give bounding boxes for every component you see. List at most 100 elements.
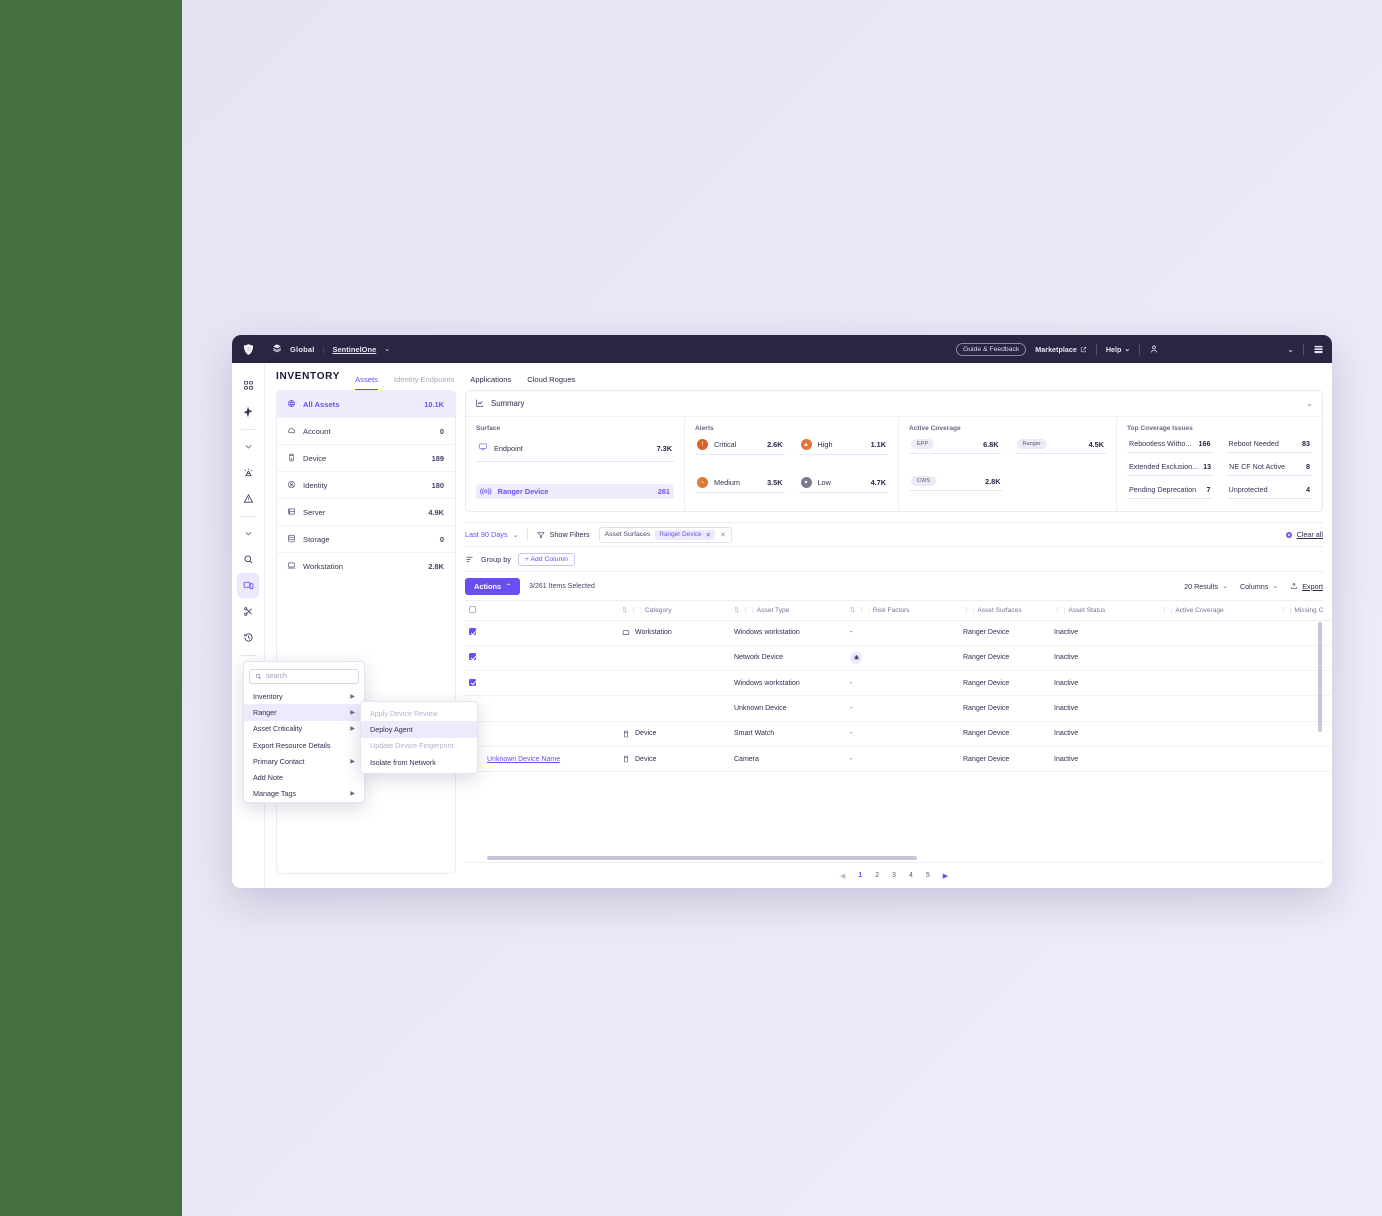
collapse-chevron-down-icon[interactable]: ⌄	[1306, 399, 1313, 408]
issue-item[interactable]: Rebootless Witho... 166	[1127, 439, 1213, 453]
export-button[interactable]: Export	[1290, 582, 1323, 591]
table-row[interactable]: Unknown Device - Ranger Device Inactive	[465, 695, 1331, 722]
table-row[interactable]: Device Smart Watch - Ranger Device Inact…	[465, 721, 1331, 747]
remove-filter-icon[interactable]: ✕	[719, 531, 726, 539]
table-row[interactable]: Workstation Windows workstation - Ranger…	[465, 620, 1331, 646]
sidebar-item-storage[interactable]: Storage 0	[277, 526, 455, 553]
cell-name[interactable]: Unknown Device Name	[483, 746, 618, 773]
overflow-chevron-down-icon[interactable]: ⌄	[1287, 344, 1294, 354]
help-menu[interactable]: Help ⌄	[1106, 345, 1130, 354]
clear-all-button[interactable]: Clear all	[1285, 530, 1323, 539]
tab-assets[interactable]: Assets	[355, 375, 378, 390]
menu-item-inventory[interactable]: Inventory ▶	[244, 688, 364, 704]
issue-item[interactable]: Unprotected 4	[1226, 485, 1312, 499]
row-checkbox[interactable]	[469, 678, 476, 686]
col-category[interactable]: ⇅ ⋮ | Category	[618, 601, 730, 621]
submenu-item-deploy-agent[interactable]: Deploy Agent	[361, 721, 477, 738]
page-3-button[interactable]: 3	[892, 872, 896, 879]
alarm-icon[interactable]	[237, 460, 259, 485]
stat-ranger-device[interactable]: ((o)) Ranger Device 261	[476, 484, 674, 499]
menu-item-ranger[interactable]: Ranger ▶	[244, 704, 364, 721]
filter-tag-value[interactable]: Ranger Device ✕	[655, 529, 715, 540]
scissors-icon[interactable]	[237, 599, 259, 624]
coverage-ranger[interactable]: Ranger 4.5K	[1014, 439, 1106, 454]
singularity-icon[interactable]	[237, 399, 259, 424]
sidebar-item-inventory[interactable]	[237, 573, 259, 598]
summary-header[interactable]: Summary ⌄	[466, 391, 1322, 417]
menu-item-export-resource-details[interactable]: Export Resource Details	[244, 737, 364, 753]
chevron-down-icon[interactable]	[237, 434, 259, 459]
grid-apps-icon[interactable]	[1313, 344, 1324, 355]
columns-button[interactable]: Columns ⌄	[1240, 582, 1278, 591]
page-4-button[interactable]: 4	[908, 872, 913, 879]
table-row[interactable]: Network Device Ranger Device Inactive	[465, 645, 1331, 672]
asset-name-link[interactable]: Unknown Device Name	[487, 755, 561, 763]
sentinelone-logo-icon[interactable]	[232, 335, 265, 363]
user-icon[interactable]	[1149, 344, 1159, 354]
marketplace-link[interactable]: Marketplace	[1035, 345, 1087, 354]
table-vertical-scrollbar[interactable]	[1318, 622, 1322, 732]
menu-item-add-note[interactable]: Add Note	[244, 769, 364, 785]
next-page-button[interactable]: ▶	[942, 872, 949, 880]
dashboard-icon[interactable]	[237, 373, 259, 398]
row-checkbox-cell[interactable]	[465, 620, 483, 646]
select-all-checkbox[interactable]	[469, 605, 476, 613]
col-asset-status[interactable]: ⋮ | Asset Status	[1050, 601, 1157, 621]
chevron-down-icon[interactable]	[237, 521, 259, 546]
row-checkbox[interactable]	[469, 653, 476, 661]
col-select-all[interactable]	[465, 601, 483, 621]
row-checkbox-cell[interactable]	[465, 670, 483, 697]
page-2-button[interactable]: 2	[875, 872, 880, 879]
sidebar-item-workstation[interactable]: Workstation 2.8K	[277, 553, 455, 580]
col-missing-coverage[interactable]: ⋮ | Missing C	[1276, 601, 1331, 621]
filter-tag-asset-surfaces[interactable]: Asset Surfaces Ranger Device ✕ ✕	[598, 526, 732, 543]
coverage-epp[interactable]: EPP 6.8K	[909, 439, 1001, 454]
date-range-selector[interactable]: Last 90 Days ⌄	[465, 530, 518, 539]
search-icon[interactable]	[237, 547, 259, 572]
stat-endpoint[interactable]: Endpoint 7.3K	[476, 439, 674, 462]
alert-triangle-icon[interactable]	[237, 486, 259, 511]
sidebar-item-device[interactable]: Device 189	[277, 445, 455, 472]
remove-value-icon[interactable]: ✕	[705, 531, 711, 539]
col-asset-surfaces[interactable]: ⋮ | Asset Surfaces	[959, 601, 1050, 621]
submenu-item-isolate-from-network[interactable]: Isolate from Network	[361, 754, 477, 770]
history-icon[interactable]	[237, 625, 259, 650]
show-filters-button[interactable]: Show Filters	[537, 530, 590, 539]
coverage-cws[interactable]: CWS 2.8K	[909, 476, 1003, 491]
table-row[interactable]: Windows workstation - Ranger Device Inac…	[465, 670, 1331, 697]
tab-cloud-rogues[interactable]: Cloud Rogues	[527, 375, 576, 384]
issue-item[interactable]: Extended Exclusion... 13	[1127, 462, 1214, 476]
issue-item[interactable]: NE CF Not Active 8	[1227, 462, 1312, 476]
tab-applications[interactable]: Applications	[470, 375, 512, 384]
sidebar-item-account[interactable]: Account 0	[277, 418, 455, 445]
actions-button[interactable]: Actions ⌃	[465, 577, 521, 595]
guide-feedback-button[interactable]: Guide & Feedback	[955, 342, 1027, 356]
sidebar-item-server[interactable]: Server 4.9K	[277, 499, 455, 526]
stat-low[interactable]: ▾ Low 4.7K	[798, 477, 888, 493]
sidebar-item-all-assets[interactable]: All Assets 10.1K	[277, 391, 455, 418]
issue-item[interactable]: Reboot Needed 83	[1226, 439, 1312, 453]
page-1-button[interactable]: 1	[858, 872, 863, 879]
menu-item-primary-contact[interactable]: Primary Contact ▶	[244, 753, 364, 769]
col-asset-type[interactable]: ⇅ ⋮ | Asset Type	[730, 601, 846, 621]
tenant-chevron-down-icon[interactable]: ⌄	[384, 346, 391, 353]
issue-item[interactable]: Pending Deprecation 7	[1127, 485, 1213, 499]
tenant-selector[interactable]: SentinelOne	[332, 344, 377, 354]
table-row[interactable]: Unknown Device Name Device Camera - Rang…	[465, 746, 1331, 773]
prev-page-button[interactable]: ◀	[839, 872, 846, 880]
menu-search-input[interactable]: search	[249, 669, 359, 684]
add-column-button[interactable]: + Add Column	[518, 552, 575, 566]
tab-identity-endpoints[interactable]: Identity Endpoints	[393, 375, 455, 384]
col-active-coverage[interactable]: ⋮ | Active Coverage	[1157, 601, 1276, 621]
row-checkbox[interactable]	[469, 628, 476, 636]
menu-item-asset-criticality[interactable]: Asset Criticality ▶	[244, 721, 364, 737]
stat-medium[interactable]: ~ Medium 3.5K	[695, 477, 785, 493]
table-horizontal-scrollbar[interactable]	[487, 856, 917, 860]
results-per-page-selector[interactable]: 20 Results ⌄	[1184, 582, 1228, 591]
sidebar-item-identity[interactable]: Identity 180	[277, 472, 455, 499]
page-5-button[interactable]: 5	[925, 872, 930, 879]
row-checkbox-cell[interactable]	[465, 645, 483, 672]
menu-item-manage-tags[interactable]: Manage Tags ▶	[244, 786, 364, 802]
stat-critical[interactable]: ! Critical 2.6K	[695, 439, 785, 455]
col-risk-factors[interactable]: ⇅ ⋮ | Risk Factors	[846, 601, 959, 621]
